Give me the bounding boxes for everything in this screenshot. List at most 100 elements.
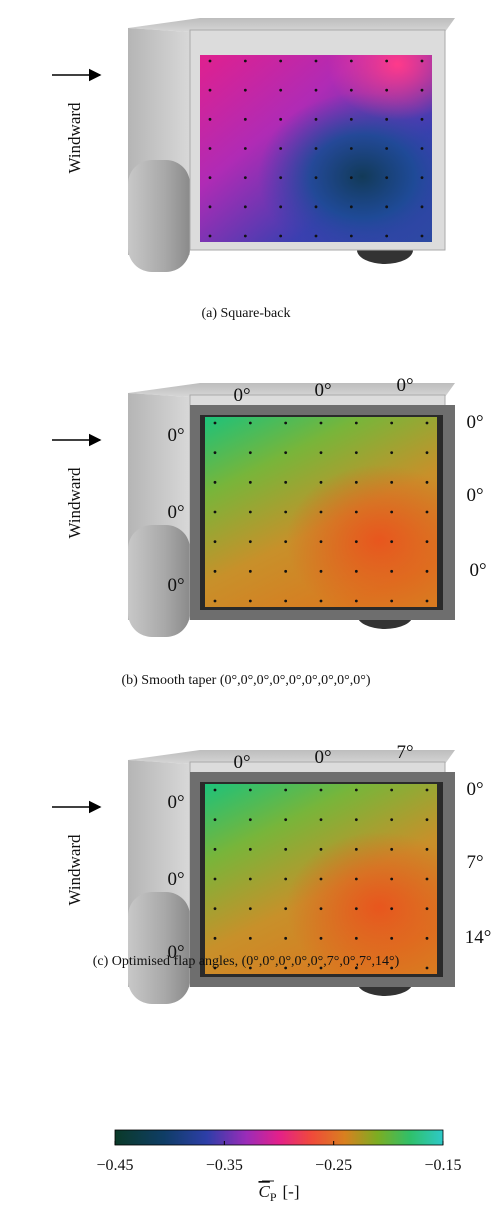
tap-point <box>354 818 358 822</box>
tap-point <box>319 907 323 911</box>
tap-point <box>354 451 358 455</box>
tap-point <box>279 59 283 63</box>
vehicle-top <box>128 18 455 32</box>
tap-point <box>208 205 212 209</box>
tap-point <box>354 569 358 573</box>
tap-point <box>349 88 353 92</box>
tap-point <box>390 877 394 881</box>
vehicle <box>128 383 455 637</box>
tap-point <box>390 936 394 940</box>
tap-point <box>319 540 323 544</box>
tap-point <box>208 88 212 92</box>
flap-angle: 0° <box>396 375 413 396</box>
tap-point <box>284 877 288 881</box>
tap-point <box>213 599 217 603</box>
tap-point <box>354 877 358 881</box>
tap-point <box>208 176 212 180</box>
symbol: C <box>258 1182 270 1201</box>
caption: (b) Smooth taper (0°,0°,0°,0°,0°,0°,0°,0… <box>121 673 370 688</box>
flap-angle: 0° <box>167 425 184 446</box>
tap-point <box>349 59 353 63</box>
tap-point <box>425 788 429 792</box>
tap-point <box>314 88 318 92</box>
tap-point <box>349 117 353 121</box>
tap-point <box>354 936 358 940</box>
tap-point <box>248 877 252 881</box>
tap-point <box>248 480 252 484</box>
tap-point <box>425 510 429 514</box>
tap-point <box>284 966 288 970</box>
tap-point <box>243 59 247 63</box>
vehicle-top <box>128 750 455 764</box>
tap-point <box>208 117 212 121</box>
tap-point <box>354 966 358 970</box>
colorbar-tick-label: −0.25 <box>315 1157 352 1174</box>
tap-point <box>284 421 288 425</box>
tap-point <box>284 936 288 940</box>
tap-point <box>284 907 288 911</box>
flap-angle: 0° <box>469 560 486 581</box>
tap-point <box>213 847 217 851</box>
tap-point <box>213 877 217 881</box>
tap-point <box>349 147 353 150</box>
tap-point <box>248 510 252 514</box>
flap-angle: 14° <box>465 927 492 948</box>
tap-point <box>213 936 217 940</box>
tap-point <box>319 788 323 792</box>
tap-point <box>314 147 318 150</box>
tap-point <box>349 205 353 209</box>
flap-angle: 0° <box>167 869 184 890</box>
tap-point <box>279 176 283 180</box>
tap-point <box>208 234 212 238</box>
tap-point <box>420 234 424 238</box>
tap-point <box>248 907 252 911</box>
tap-point <box>354 421 358 425</box>
tap-point <box>319 966 323 970</box>
tap-point <box>420 147 424 150</box>
flap-angle: 0° <box>466 779 483 800</box>
tap-point <box>243 117 247 121</box>
unit: [-] <box>283 1182 300 1201</box>
tap-point <box>248 847 252 851</box>
tap-point <box>243 176 247 180</box>
flap-angle: 0° <box>167 792 184 813</box>
tap-point <box>420 205 424 209</box>
tap-point <box>243 234 247 238</box>
caption: (c) Optimised flap angles, (0°,0°,0°,0°,… <box>93 954 400 969</box>
tap-point <box>213 540 217 544</box>
tap-point <box>248 451 252 455</box>
tap-point <box>319 818 323 822</box>
tap-point <box>314 234 318 238</box>
tap-point <box>284 451 288 455</box>
tap-point <box>354 510 358 514</box>
tap-point <box>213 907 217 911</box>
tap-point <box>390 510 394 514</box>
tap-point <box>420 176 424 180</box>
tap-point <box>354 540 358 544</box>
flap-angle: 0° <box>314 380 331 401</box>
tap-point <box>213 569 217 573</box>
tap-point <box>243 205 247 209</box>
tap-point <box>208 147 212 150</box>
colorbar-tick-label: −0.15 <box>424 1157 461 1174</box>
tap-point <box>284 540 288 544</box>
tap-point <box>319 936 323 940</box>
vehicle <box>128 18 455 272</box>
tap-point <box>385 234 389 238</box>
tap-point <box>390 907 394 911</box>
tap-point <box>248 540 252 544</box>
tap-point <box>390 421 394 425</box>
tap-point <box>390 599 394 603</box>
flap-angle: 0° <box>167 942 184 963</box>
tap-point <box>248 421 252 425</box>
tap-point <box>279 205 283 209</box>
subscript: P <box>270 1190 277 1204</box>
tap-point <box>425 540 429 544</box>
tap-point <box>319 480 323 484</box>
tap-point <box>425 599 429 603</box>
tap-point <box>314 176 318 180</box>
tap-point <box>390 569 394 573</box>
tap-point <box>248 966 252 970</box>
tap-point <box>385 59 389 63</box>
tap-point <box>213 451 217 455</box>
